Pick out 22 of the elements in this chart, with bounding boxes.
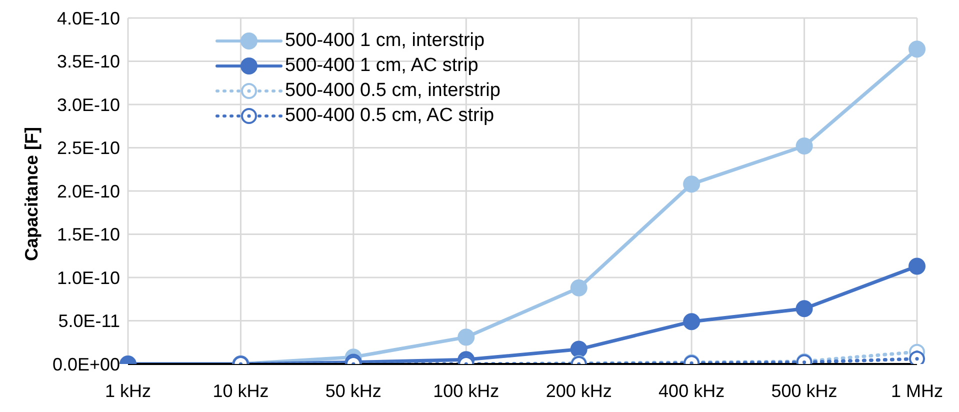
y-tick-label: 0.0E+00: [52, 354, 120, 374]
x-tick-label: 500 kHz: [771, 380, 838, 401]
legend-label: 500-400 1 cm, AC strip: [285, 54, 478, 78]
x-tick-label: 100 kHz: [433, 380, 500, 401]
legend-label: 500-400 0.5 cm, interstrip: [285, 79, 500, 103]
x-tick-label: 200 kHz: [546, 380, 612, 401]
x-tick-label: 400 kHz: [658, 380, 725, 401]
y-tick-label: 4.0E-10: [56, 8, 120, 28]
y-axis-title: Capacitance [F]: [21, 126, 42, 261]
legend-label: 500-400 0.5 cm, AC strip: [285, 104, 494, 128]
legend-label: 500-400 1 cm, interstrip: [285, 29, 485, 53]
y-tick-label: 2.5E-10: [56, 138, 120, 158]
y-tick-label: 5.0E-11: [58, 311, 120, 332]
y-tick-label: 1.0E-10: [56, 268, 120, 288]
x-tick-label: 10 kHz: [212, 380, 269, 401]
y-tick-label: 1.5E-10: [56, 224, 120, 245]
y-tick-label: 3.5E-10: [56, 52, 120, 72]
y-tick-label: 3.0E-10: [56, 94, 120, 115]
x-tick-label: 1 kHz: [104, 380, 152, 401]
x-tick-label: 50 kHz: [325, 380, 382, 401]
x-tick-label: 1 MHz: [890, 380, 944, 401]
y-tick-label: 2.0E-10: [56, 181, 120, 202]
